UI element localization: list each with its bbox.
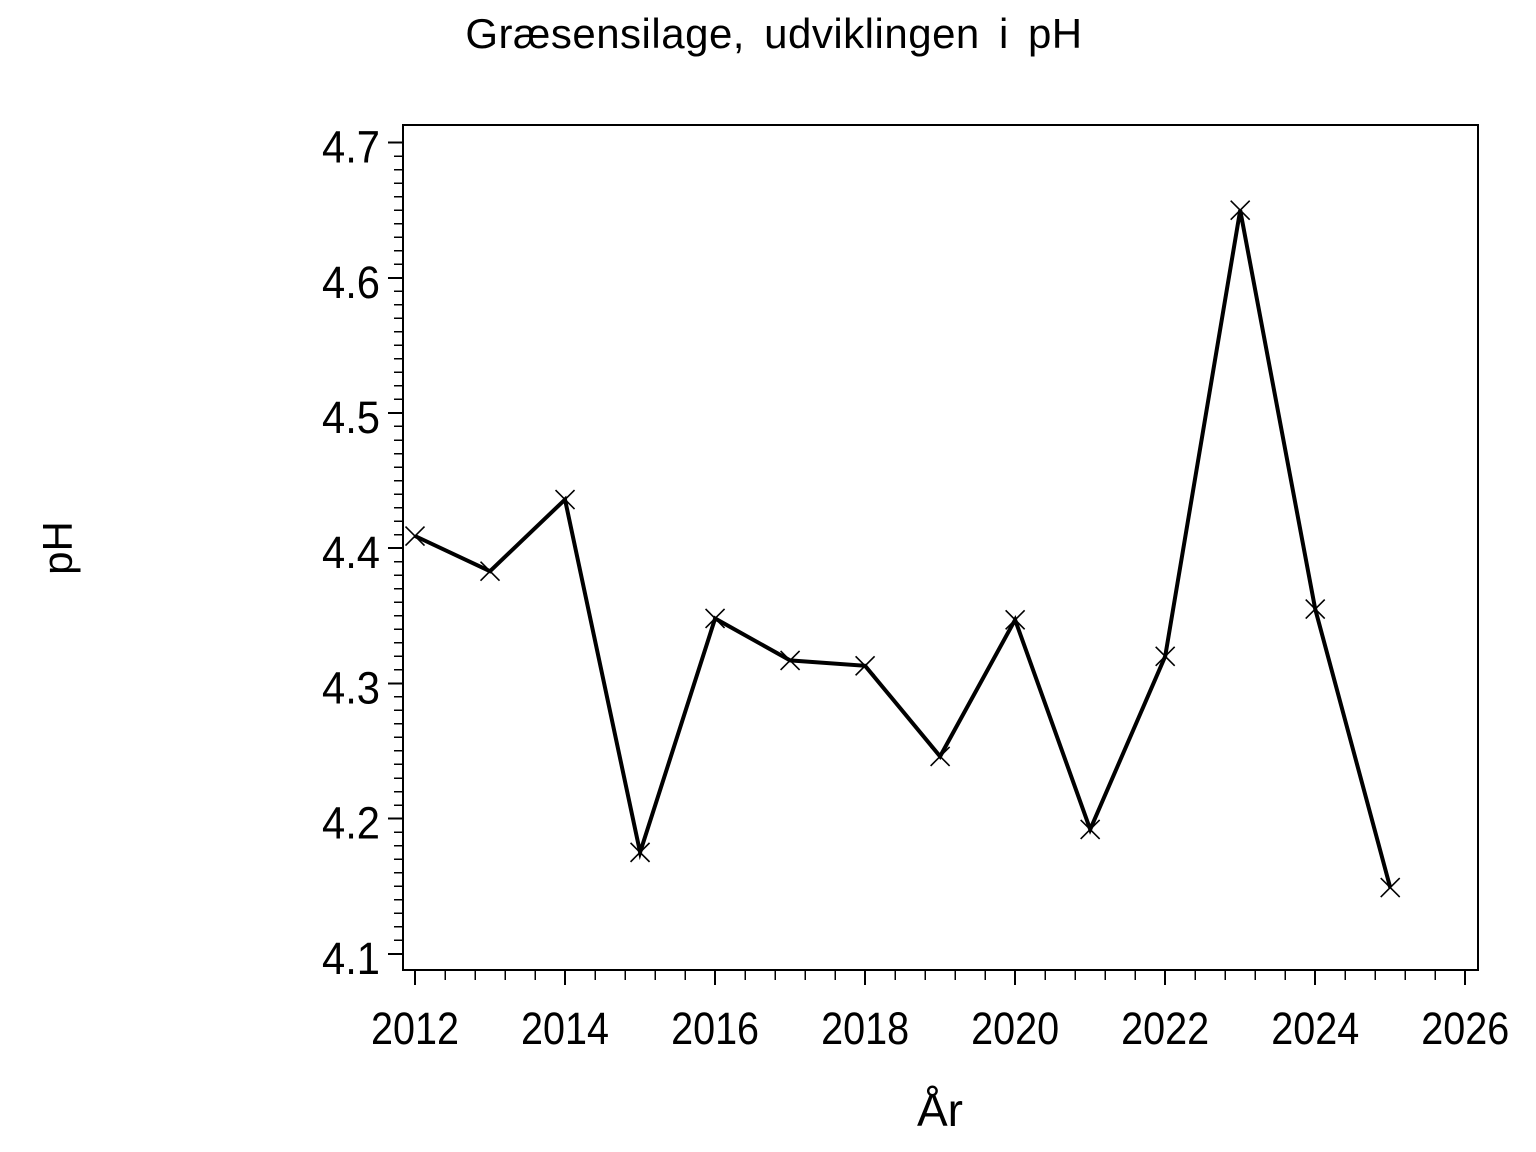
x-tick-label: 2018 (821, 1003, 909, 1054)
data-point-marker (479, 561, 501, 582)
y-tick-label: 4.7 (322, 122, 380, 173)
series-line (414, 209, 1393, 889)
y-tick-label: 4.2 (322, 798, 380, 849)
data-point-marker (1305, 598, 1326, 620)
data-point-marker (629, 842, 651, 863)
y-axis-label: pH (34, 521, 81, 575)
plot-frame (402, 124, 1479, 971)
data-point-marker (780, 650, 801, 671)
data-point-marker (1005, 609, 1026, 630)
y-tick-label: 4.4 (322, 527, 380, 578)
data-point-marker (554, 489, 576, 510)
y-tick-label: 4.5 (322, 392, 380, 443)
plot-render-group: 4.1 4.2 4.3 4.4 4.5 4.6 4.7 2012 2014 2016 2018 202… (322, 122, 1509, 1054)
chart-title: Græsensilage, udviklingen i pH (465, 10, 1082, 57)
x-tick-label: 2024 (1271, 1003, 1359, 1054)
y-tick-label: 4.3 (322, 662, 380, 713)
data-point-marker (855, 655, 876, 676)
data-point-marker (930, 746, 951, 767)
x-axis-label: År (917, 1084, 963, 1136)
data-point-marker (1080, 819, 1101, 840)
data-point-marker (1380, 877, 1401, 898)
x-tick-label: 2012 (371, 1003, 459, 1054)
y-tick-label: 4.1 (322, 933, 380, 984)
data-point-marker (1230, 200, 1251, 221)
data-point-marker (1155, 646, 1176, 667)
x-tick-label: 2022 (1121, 1003, 1209, 1054)
data-point-marker (705, 608, 726, 629)
y-tick-label: 4.6 (322, 257, 380, 308)
data-point-marker (404, 525, 426, 547)
x-tick-label: 2016 (671, 1003, 759, 1054)
x-tick-label: 2026 (1421, 1003, 1509, 1054)
x-tick-label: 2014 (521, 1003, 609, 1054)
x-tick-label: 2020 (971, 1003, 1059, 1054)
